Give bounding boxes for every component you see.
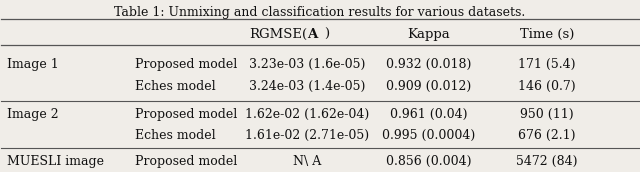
Text: Proposed model: Proposed model (135, 155, 237, 168)
Text: 171 (5.4): 171 (5.4) (518, 58, 575, 71)
Text: Time (s): Time (s) (520, 28, 574, 41)
Text: 5472 (84): 5472 (84) (516, 155, 577, 168)
Text: 3.24e-03 (1.4e-05): 3.24e-03 (1.4e-05) (249, 80, 365, 93)
Text: Image 1: Image 1 (7, 58, 59, 71)
Text: 0.961 (0.04): 0.961 (0.04) (390, 108, 467, 121)
Text: A: A (307, 28, 317, 41)
Text: MUESLI image: MUESLI image (7, 155, 104, 168)
Text: Eches model: Eches model (135, 80, 216, 93)
Text: 146 (0.7): 146 (0.7) (518, 80, 575, 93)
Text: Proposed model: Proposed model (135, 58, 237, 71)
Text: ): ) (324, 28, 330, 41)
Text: 676 (2.1): 676 (2.1) (518, 129, 575, 142)
Text: 3.23e-03 (1.6e-05): 3.23e-03 (1.6e-05) (249, 58, 365, 71)
Text: 1.62e-02 (1.62e-04): 1.62e-02 (1.62e-04) (245, 108, 369, 121)
Text: 950 (11): 950 (11) (520, 108, 573, 121)
Text: Image 2: Image 2 (7, 108, 59, 121)
Text: 1.61e-02 (2.71e-05): 1.61e-02 (2.71e-05) (245, 129, 369, 142)
Text: 0.995 (0.0004): 0.995 (0.0004) (382, 129, 475, 142)
Text: Proposed model: Proposed model (135, 108, 237, 121)
Text: RGMSE(: RGMSE( (249, 28, 307, 41)
Text: 0.856 (0.004): 0.856 (0.004) (386, 155, 471, 168)
Text: Kappa: Kappa (407, 28, 450, 41)
Text: Eches model: Eches model (135, 129, 216, 142)
Text: Table 1: Unmixing and classification results for various datasets.: Table 1: Unmixing and classification res… (115, 6, 525, 19)
Text: N\ A: N\ A (293, 155, 321, 168)
Text: 0.932 (0.018): 0.932 (0.018) (386, 58, 471, 71)
Text: 0.909 (0.012): 0.909 (0.012) (386, 80, 471, 93)
